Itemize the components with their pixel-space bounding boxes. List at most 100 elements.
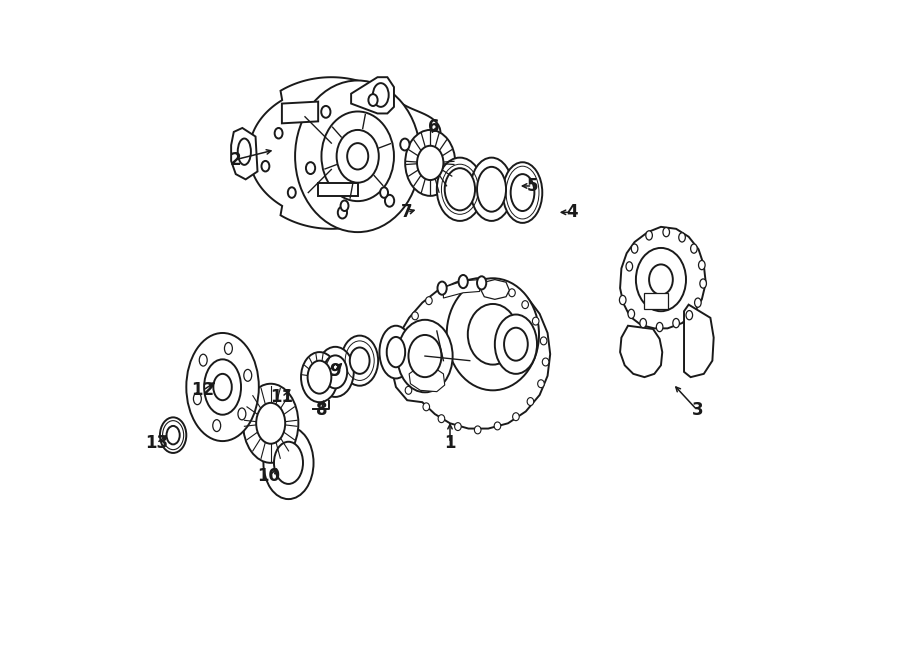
Ellipse shape [423,403,429,410]
Ellipse shape [679,233,685,242]
Polygon shape [620,326,662,377]
Ellipse shape [256,403,285,444]
Ellipse shape [649,264,673,295]
Text: 7: 7 [401,203,413,221]
Ellipse shape [417,146,444,180]
Text: 11: 11 [270,388,293,406]
Text: 9: 9 [328,361,340,379]
Polygon shape [282,101,319,123]
Ellipse shape [508,289,516,297]
Ellipse shape [474,426,481,434]
Polygon shape [392,278,550,428]
Ellipse shape [686,310,693,320]
Ellipse shape [204,359,241,414]
Ellipse shape [459,275,468,288]
Ellipse shape [543,358,549,366]
Ellipse shape [468,304,518,365]
Polygon shape [249,77,440,229]
Ellipse shape [347,143,368,169]
Ellipse shape [537,380,544,388]
Text: 4: 4 [566,203,578,221]
Polygon shape [319,183,357,196]
Ellipse shape [459,278,465,286]
Ellipse shape [373,83,389,107]
Ellipse shape [533,317,539,325]
Ellipse shape [288,187,296,198]
Ellipse shape [301,352,338,402]
Ellipse shape [656,322,663,332]
Ellipse shape [212,420,220,432]
Ellipse shape [380,326,412,379]
Ellipse shape [438,414,445,422]
Ellipse shape [619,295,626,305]
Text: 3: 3 [691,401,703,419]
Ellipse shape [436,158,483,221]
Ellipse shape [323,355,347,389]
Ellipse shape [494,422,500,430]
Ellipse shape [628,309,634,318]
Ellipse shape [631,244,638,253]
Polygon shape [231,128,257,179]
Ellipse shape [540,337,547,345]
Text: 12: 12 [191,381,214,399]
Ellipse shape [513,412,519,420]
Ellipse shape [243,384,299,463]
Ellipse shape [527,398,534,406]
Ellipse shape [368,94,378,106]
Polygon shape [444,279,480,298]
Ellipse shape [387,337,405,367]
Ellipse shape [166,426,180,444]
Ellipse shape [244,369,252,381]
Ellipse shape [477,276,486,289]
Ellipse shape [409,335,441,377]
Text: 1: 1 [445,434,455,452]
Ellipse shape [340,201,348,211]
Polygon shape [620,227,706,328]
Ellipse shape [274,442,303,484]
Ellipse shape [636,248,686,311]
Polygon shape [351,77,394,113]
Ellipse shape [224,342,232,354]
Ellipse shape [510,174,535,211]
Ellipse shape [690,244,698,253]
Ellipse shape [400,329,407,337]
Ellipse shape [350,348,370,374]
Polygon shape [684,305,714,377]
Ellipse shape [405,130,455,196]
Ellipse shape [454,422,461,430]
Ellipse shape [238,408,246,420]
Ellipse shape [395,368,402,376]
Ellipse shape [306,162,315,174]
Polygon shape [644,293,668,308]
Polygon shape [410,367,445,392]
Ellipse shape [321,111,394,201]
Ellipse shape [700,279,706,288]
Ellipse shape [493,281,500,289]
Ellipse shape [199,354,207,366]
Text: 6: 6 [428,118,439,136]
Ellipse shape [476,277,483,285]
Text: 5: 5 [526,177,538,195]
Polygon shape [481,279,509,299]
Ellipse shape [646,231,652,240]
Ellipse shape [504,328,527,361]
Ellipse shape [385,195,394,207]
Text: 8: 8 [316,401,328,419]
Ellipse shape [160,417,186,453]
Ellipse shape [213,374,232,401]
Ellipse shape [238,138,251,165]
Text: 2: 2 [230,150,241,169]
Text: 10: 10 [257,467,280,485]
Ellipse shape [395,348,402,356]
Ellipse shape [441,286,448,294]
Ellipse shape [337,130,379,183]
Ellipse shape [194,393,202,404]
Ellipse shape [471,158,513,221]
Ellipse shape [426,297,432,305]
Ellipse shape [186,333,259,441]
Ellipse shape [445,168,475,211]
Ellipse shape [308,361,331,394]
Ellipse shape [663,228,670,237]
Ellipse shape [295,81,420,232]
Ellipse shape [321,106,330,118]
